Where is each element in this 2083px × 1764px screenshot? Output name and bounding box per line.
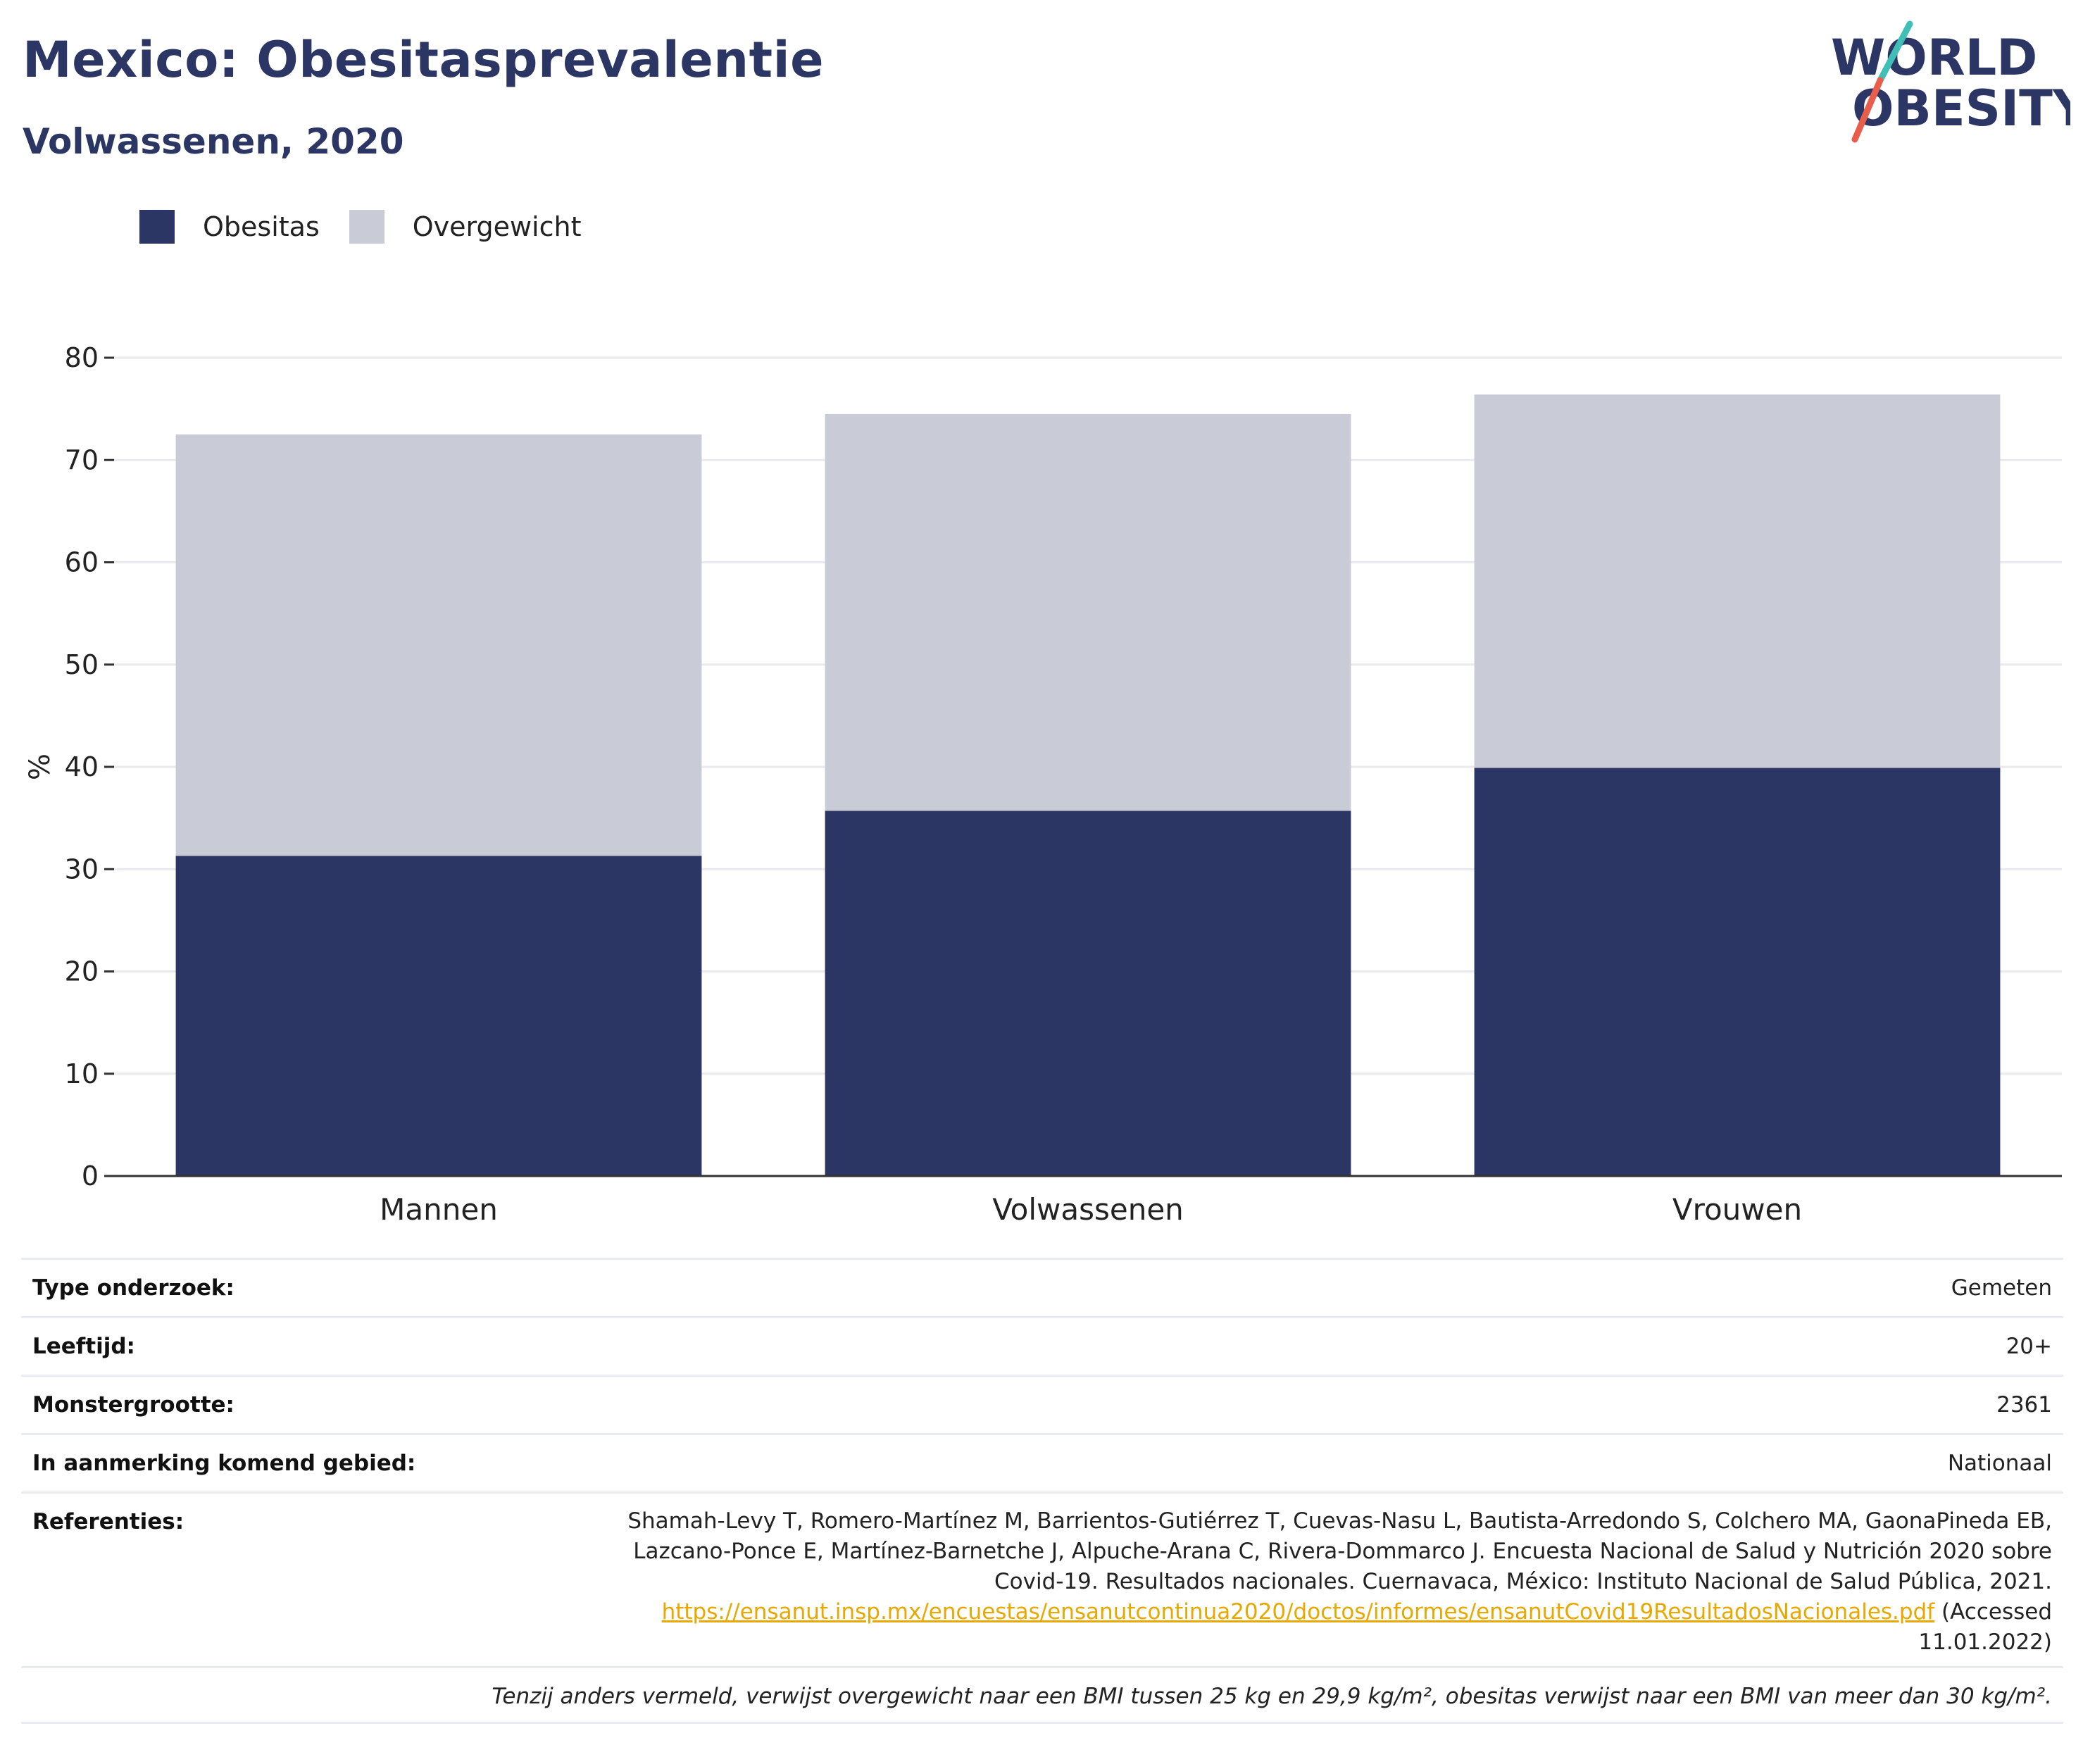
legend-label-obesitas: Obesitas <box>203 211 320 242</box>
y-tick-label: 50 <box>65 649 99 680</box>
survey-info-table: Type onderzoek: Gemeten Leeftijd: 20+ Mo… <box>21 1258 2063 1724</box>
legend-item-overgewicht: Overgewicht <box>349 210 582 244</box>
y-tick-label: 20 <box>65 956 99 987</box>
x-tick-label: Vrouwen <box>1672 1192 1802 1225</box>
logo-slash-teal <box>1877 20 1913 84</box>
logo-line2: OBESITY <box>1852 80 2070 137</box>
bar-obesitas-mannen <box>175 856 702 1176</box>
legend-label-overgewicht: Overgewicht <box>412 211 582 242</box>
x-tick-label: Mannen <box>380 1192 498 1225</box>
footnote-text: Tenzij anders vermeld, verwijst overgewi… <box>492 1684 2052 1709</box>
info-row-area: In aanmerking komend gebied: Nationaal <box>21 1433 2063 1491</box>
info-value: Gemeten <box>1951 1275 2052 1301</box>
bar-overgewicht-vrouwen <box>1474 394 2001 768</box>
references-accessed: (Accessed 11.01.2022) <box>1918 1599 2052 1655</box>
references-label: Referenties: <box>32 1509 184 1534</box>
info-label: In aanmerking komend gebied: <box>32 1451 416 1476</box>
y-tick-label: 80 <box>65 342 99 373</box>
y-tick-label: 0 <box>82 1161 99 1191</box>
legend-item-obesitas: Obesitas <box>139 210 320 244</box>
references-link[interactable]: https://ensanut.insp.mx/encuestas/ensanu… <box>661 1599 1935 1625</box>
bar-overgewicht-volwassenen <box>825 413 1351 811</box>
logo-line1: WORLD <box>1831 29 2037 87</box>
info-row-footnote: Tenzij anders vermeld, verwijst overgewi… <box>21 1666 2063 1724</box>
chart-legend: Obesitas Overgewicht <box>139 208 611 245</box>
info-value: 20+ <box>2006 1334 2052 1359</box>
legend-swatch-overgewicht <box>349 210 384 244</box>
y-tick-label: 30 <box>65 853 99 884</box>
info-row-sample-size: Monstergrootte: 2361 <box>21 1375 2063 1433</box>
y-axis-label: % <box>24 753 56 780</box>
legend-swatch-obesitas <box>139 210 175 244</box>
logo-slash-coral <box>1851 77 1884 143</box>
info-label: Monstergrootte: <box>32 1392 234 1418</box>
info-row-age: Leeftijd: 20+ <box>21 1316 2063 1375</box>
info-value: Nationaal <box>1947 1451 2052 1476</box>
y-tick-label: 70 <box>65 444 99 475</box>
world-obesity-logo: WORLD OBESITY <box>1831 20 2070 143</box>
y-tick-label: 60 <box>65 547 99 578</box>
info-label: Type onderzoek: <box>32 1275 234 1301</box>
info-label: Leeftijd: <box>32 1334 135 1359</box>
chart-subtitle: Volwassenen, 2020 <box>23 121 404 162</box>
info-value: 2361 <box>1996 1392 2052 1418</box>
references-text: Shamah-Levy T, Romero-Martínez M, Barrie… <box>627 1508 2052 1594</box>
stacked-bar-chart: 0 10 20 30 40 50 60 70 80% Mannen Volwassenen Vrouw… <box>24 342 2062 1225</box>
y-tick-label: 10 <box>65 1058 99 1089</box>
bar-obesitas-volwassenen <box>825 811 1351 1176</box>
references-value: Shamah-Levy T, Romero-Martínez M, Barrie… <box>608 1506 2052 1658</box>
bar-obesitas-vrouwen <box>1474 768 2001 1176</box>
bar-overgewicht-mannen <box>175 434 702 856</box>
info-row-survey-type: Type onderzoek: Gemeten <box>21 1258 2063 1316</box>
info-row-references: Referenties: Shamah-Levy T, Romero-Martí… <box>21 1491 2063 1666</box>
y-tick-label: 40 <box>65 751 99 782</box>
x-tick-label: Volwassenen <box>992 1192 1184 1225</box>
chart-title: Mexico: Obesitasprevalentie <box>23 31 825 89</box>
